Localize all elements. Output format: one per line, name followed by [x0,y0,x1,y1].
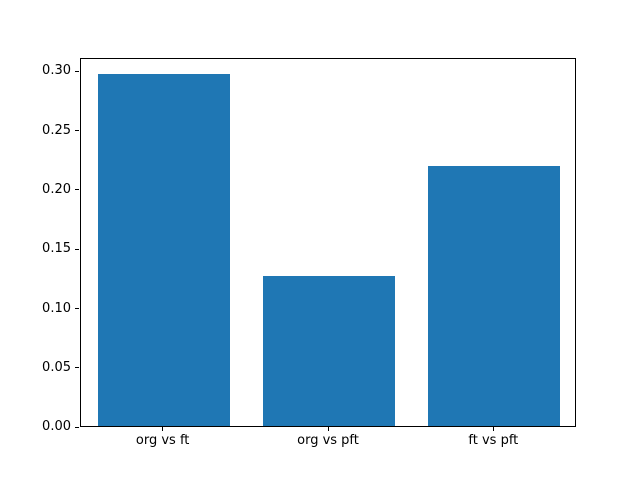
y-axis-tick-label: 0.30 [42,63,71,79]
bar-ft-vs-pft [428,166,561,427]
x-axis-tick-label: org vs ft [135,433,190,449]
y-axis-tick-label: 0.20 [42,181,71,197]
x-axis-tick [492,427,494,432]
plot-area [80,57,576,428]
y-axis-tick [75,308,79,310]
y-axis-tick [75,189,79,191]
y-axis-tick-label: 0.25 [42,122,71,138]
y-axis-tick [75,367,79,369]
y-axis-tick-label: 0.10 [42,300,71,316]
y-axis-tick [75,248,79,250]
y-axis-tick-label: 0.05 [42,359,71,375]
y-axis-tick-label: 0.00 [42,419,71,435]
y-axis-tick [75,130,79,132]
y-axis-tick-label: 0.15 [42,241,71,257]
bar-org-vs-ft [97,73,230,427]
y-axis-tick [75,426,79,428]
x-axis-tick [327,427,329,432]
x-axis-tick [162,427,164,432]
bar-org-vs-pft [262,275,396,427]
y-axis-tick [75,70,79,72]
x-axis-tick-label: org vs pft [297,433,359,449]
x-axis-tick-label: ft vs pft [468,433,519,449]
